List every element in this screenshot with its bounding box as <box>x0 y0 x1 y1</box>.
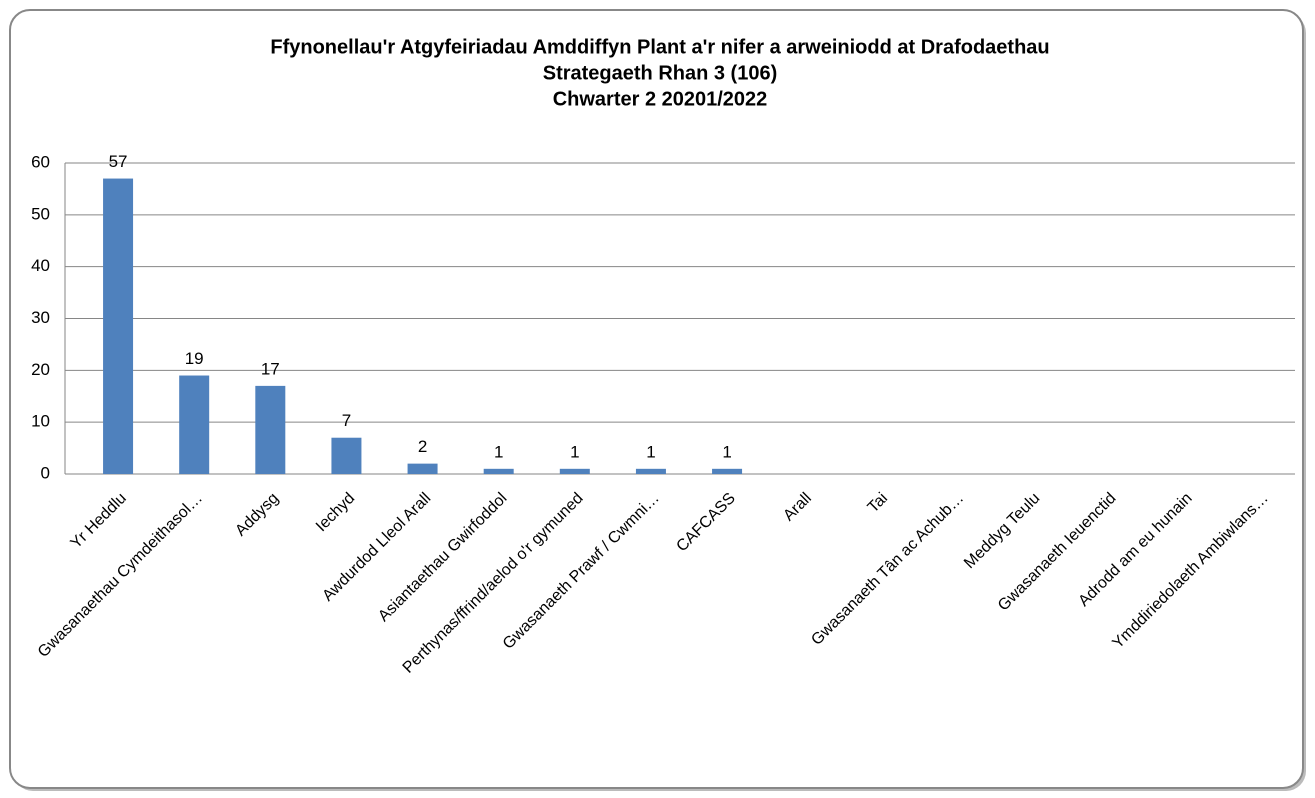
bar <box>483 468 514 474</box>
frame <box>9 9 1304 789</box>
bar <box>712 468 743 474</box>
y-tick-label: 40 <box>31 256 50 275</box>
bar <box>559 468 590 474</box>
bar <box>635 468 666 474</box>
data-label: 1 <box>722 442 731 461</box>
y-tick-label: 50 <box>31 204 50 223</box>
bar <box>331 437 362 474</box>
data-label: 2 <box>418 437 427 456</box>
y-tick-label: 0 <box>41 463 50 482</box>
bar <box>407 463 438 474</box>
chart-title: Strategaeth Rhan 3 (106) <box>543 62 778 84</box>
data-label: 1 <box>494 442 503 461</box>
data-label: 7 <box>342 411 351 430</box>
y-tick-label: 10 <box>31 412 50 431</box>
y-tick-label: 30 <box>31 308 50 327</box>
chart-title: Chwarter 2 20201/2022 <box>553 88 768 110</box>
data-label: 17 <box>261 359 280 378</box>
data-label: 57 <box>109 152 128 171</box>
bar <box>255 385 286 474</box>
data-label: 19 <box>185 349 204 368</box>
chart-title: Ffynonellau'r Atgyfeiriadau Amddiffyn Pl… <box>270 36 1049 58</box>
data-label: 1 <box>646 442 655 461</box>
bar <box>179 375 210 474</box>
bar <box>103 178 134 475</box>
data-label: 1 <box>570 442 579 461</box>
y-tick-label: 60 <box>31 152 50 171</box>
y-tick-label: 20 <box>31 360 50 379</box>
